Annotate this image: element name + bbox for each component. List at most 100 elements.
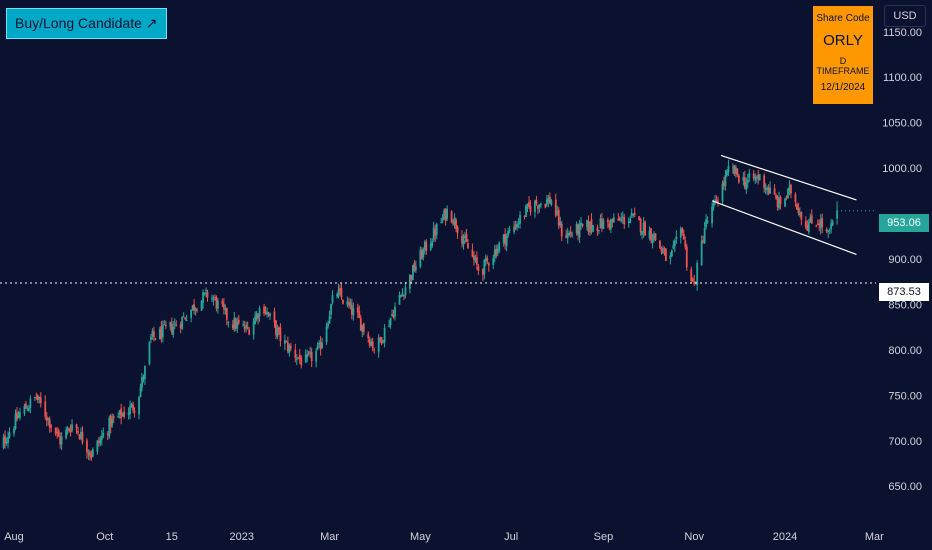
- candle-body: [225, 308, 228, 320]
- candle-body: [392, 314, 395, 318]
- candle-body: [398, 294, 401, 305]
- candle-body: [316, 345, 319, 350]
- candle-body: [257, 315, 260, 319]
- x-tick-label: Mar: [865, 531, 884, 543]
- candle-body: [14, 414, 17, 429]
- candle-body: [389, 317, 392, 325]
- candle-body: [507, 231, 510, 236]
- candle-body: [44, 401, 47, 417]
- candle-body: [297, 357, 300, 359]
- candle-body: [675, 236, 678, 240]
- candle-body: [755, 177, 758, 179]
- candle-body: [179, 324, 182, 328]
- candle-body: [763, 175, 766, 189]
- y-tick-label: 900.00: [888, 254, 922, 266]
- candle-body: [492, 258, 495, 265]
- candle-body: [493, 249, 496, 259]
- candle-body: [587, 221, 590, 232]
- candle-body: [382, 340, 385, 342]
- candle-body: [185, 320, 188, 322]
- channel-line: [720, 154, 857, 201]
- candle-body: [586, 220, 588, 228]
- candle-body: [639, 218, 642, 233]
- x-tick-label: 2023: [229, 531, 253, 543]
- candle-body: [224, 308, 227, 311]
- candle-body: [717, 201, 719, 203]
- x-tick-label: Aug: [4, 531, 24, 543]
- candle-body: [565, 235, 568, 239]
- candle-body: [373, 349, 376, 351]
- candle-body: [484, 257, 487, 262]
- candle-body: [403, 295, 405, 297]
- candle-body: [109, 415, 112, 428]
- candle-body: [81, 432, 84, 443]
- candle-body: [339, 288, 341, 291]
- candle-body: [819, 219, 822, 229]
- candle-body: [111, 418, 114, 425]
- candle-body: [212, 298, 215, 301]
- candle-body: [598, 230, 600, 232]
- candle-body: [252, 321, 255, 335]
- candle-body: [160, 326, 163, 339]
- candle-body: [827, 230, 830, 232]
- candle-body: [214, 296, 216, 298]
- candle-body: [702, 240, 705, 242]
- candle-body: [141, 376, 143, 388]
- candle-body: [784, 198, 786, 207]
- candle-body: [370, 341, 373, 346]
- candle-body: [132, 404, 134, 411]
- candle-body: [194, 308, 197, 311]
- candle-body: [794, 194, 797, 202]
- candle-body: [33, 396, 36, 398]
- candle-body: [818, 223, 821, 226]
- candle-body: [91, 449, 94, 457]
- candle-body: [691, 278, 694, 282]
- candle-body: [349, 302, 352, 307]
- candle-body: [422, 249, 425, 257]
- candle-body: [367, 333, 370, 339]
- currency-button[interactable]: USD: [884, 5, 926, 27]
- candle-body: [139, 387, 142, 397]
- candle-body: [196, 309, 198, 311]
- candle-body: [435, 224, 438, 236]
- candle-body: [401, 292, 404, 297]
- candle-body: [796, 204, 798, 210]
- candle-body: [425, 241, 428, 251]
- candle-body: [623, 217, 626, 225]
- candle-body: [275, 320, 277, 335]
- candle-body: [673, 240, 676, 246]
- candle-body: [400, 294, 402, 297]
- candle-body: [566, 232, 569, 239]
- candle-body: [723, 181, 725, 185]
- candle-body: [581, 223, 584, 226]
- candle-body: [5, 442, 8, 444]
- candle-body: [580, 222, 582, 225]
- candle-body: [611, 218, 614, 222]
- candle-body: [662, 250, 664, 254]
- candle-body: [48, 419, 51, 428]
- candle-body: [462, 240, 465, 245]
- candle-body: [785, 196, 788, 198]
- candle-body: [733, 165, 736, 175]
- candle-body: [650, 228, 652, 241]
- candle-body: [362, 323, 365, 332]
- candle-body: [471, 249, 474, 257]
- candle-body: [184, 317, 187, 320]
- candle-body: [288, 345, 291, 353]
- candle-body: [414, 266, 417, 271]
- candle-body: [221, 300, 224, 305]
- candle-body: [118, 410, 121, 415]
- candle-body: [806, 225, 809, 231]
- candle-body: [465, 233, 468, 242]
- candle-body: [630, 212, 633, 217]
- candle-body: [670, 250, 673, 257]
- candle-body: [638, 216, 641, 221]
- y-tick-label: 750.00: [888, 390, 922, 402]
- candle-body: [327, 323, 329, 327]
- candle-body: [169, 321, 172, 327]
- candle-body: [535, 200, 538, 205]
- candle-body: [8, 432, 11, 438]
- candle-body: [35, 396, 38, 398]
- candle-body: [825, 229, 828, 232]
- candle-body: [736, 168, 739, 176]
